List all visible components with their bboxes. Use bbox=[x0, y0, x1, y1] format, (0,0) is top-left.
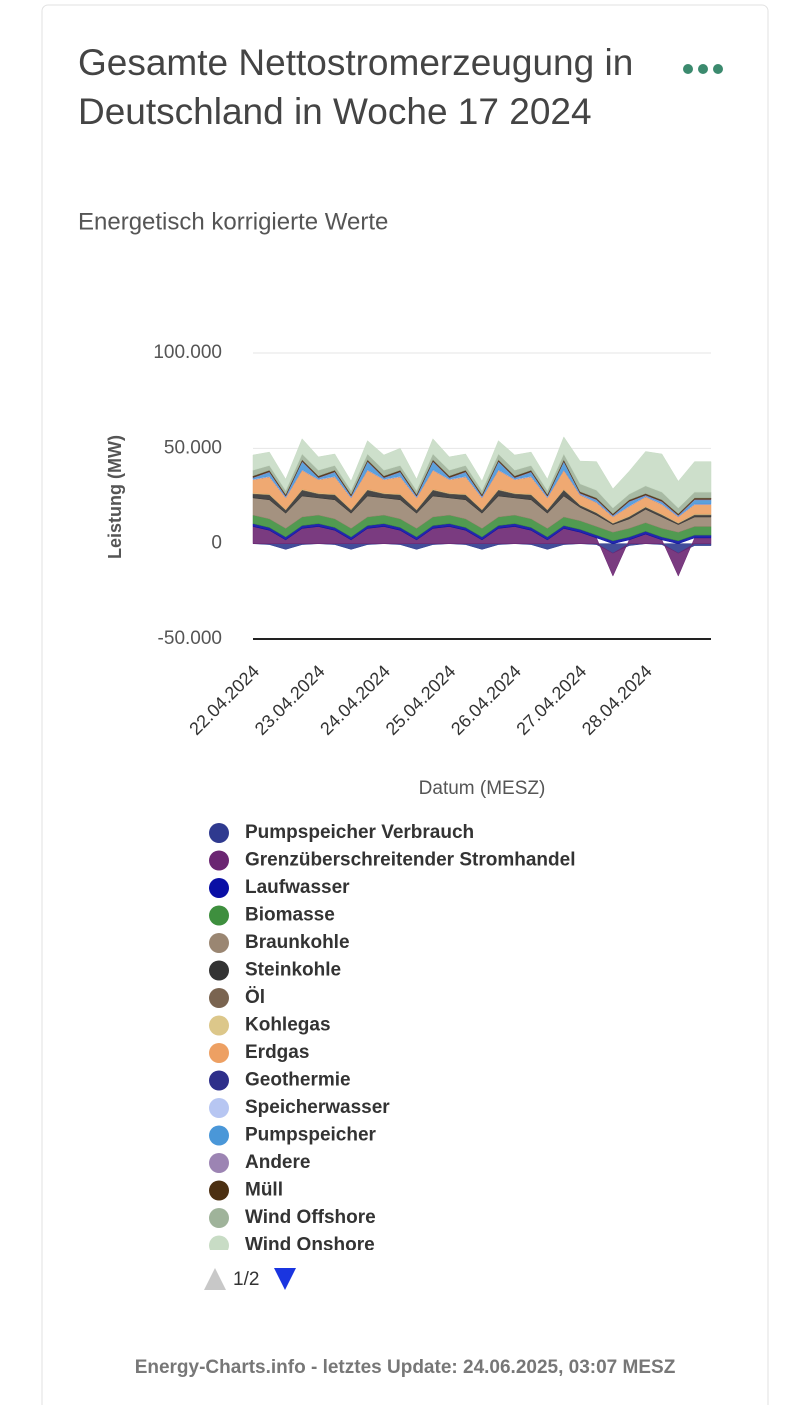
footer: Energy-Charts.info - letztes Update: 24.… bbox=[135, 1357, 676, 1378]
y-tick-label: -50.000 bbox=[158, 628, 222, 649]
y-tick-label: 0 bbox=[211, 533, 222, 554]
y-tick-label: 100.000 bbox=[153, 342, 222, 363]
legend-label: Speicherwasser bbox=[245, 1097, 390, 1118]
legend-marker bbox=[209, 1070, 229, 1091]
legend-marker bbox=[209, 1098, 229, 1118]
legend-label: Steinkohle bbox=[245, 960, 341, 981]
legend: Pumpspeicher Verbrauch Grenzüberschreiten… bbox=[209, 822, 575, 1256]
subtitle: Energetisch korrigierte Werte bbox=[78, 208, 388, 235]
legend-label: Pumpspeicher Verbrauch bbox=[245, 822, 474, 843]
menu-dot[interactable] bbox=[713, 64, 723, 74]
legend-label: Braunkohle bbox=[245, 932, 350, 953]
legend-marker bbox=[209, 1235, 229, 1250]
y-axis-label: Leistung (MW) bbox=[105, 435, 125, 559]
legend-marker bbox=[209, 823, 229, 843]
legend-marker bbox=[209, 1208, 229, 1228]
legend-marker bbox=[209, 1015, 229, 1036]
area bbox=[252, 436, 712, 509]
y-tick-label: 50.000 bbox=[164, 437, 222, 458]
title: Gesamte Nettostromerzeugung in Deutschlan… bbox=[78, 42, 633, 132]
legend-marker bbox=[209, 1153, 229, 1173]
legend-marker bbox=[209, 1043, 229, 1063]
legend-label: Kohlegas bbox=[245, 1015, 331, 1036]
legend-label: Wind Offshore bbox=[245, 1207, 376, 1228]
pagination: 1/2 bbox=[233, 1269, 259, 1290]
legend-label: Müll bbox=[245, 1180, 283, 1201]
legend-label: Erdgas bbox=[245, 1042, 309, 1063]
legend-label: Andere bbox=[245, 1152, 310, 1173]
chart-title: Gesamte Nettostromerzeugung in Deutschlan… bbox=[78, 42, 633, 132]
legend-label: Pumpspeicher bbox=[245, 1125, 377, 1146]
legend-label: Geothermie bbox=[245, 1070, 351, 1091]
legend-marker bbox=[209, 878, 229, 898]
page-up[interactable] bbox=[204, 1268, 226, 1290]
legend-marker bbox=[209, 988, 229, 1008]
x-axis-label: Datum (MESZ) bbox=[419, 778, 546, 799]
legend-label: Grenzüberschreitender Stromhandel bbox=[245, 850, 575, 871]
legend-label: Öl bbox=[245, 987, 265, 1008]
legend-marker bbox=[209, 1180, 229, 1201]
menu-dot[interactable] bbox=[683, 64, 693, 74]
menu-dot[interactable] bbox=[698, 64, 708, 74]
legend-marker bbox=[209, 933, 229, 953]
legend-label: Wind Onshore bbox=[245, 1235, 375, 1256]
legend-marker bbox=[209, 960, 229, 981]
legend-label: Laufwasser bbox=[245, 877, 350, 898]
legend-marker bbox=[209, 850, 229, 871]
page-down[interactable] bbox=[274, 1268, 296, 1290]
legend-marker bbox=[209, 905, 229, 926]
legend-marker bbox=[209, 1125, 229, 1146]
legend-label: Biomasse bbox=[245, 905, 335, 926]
